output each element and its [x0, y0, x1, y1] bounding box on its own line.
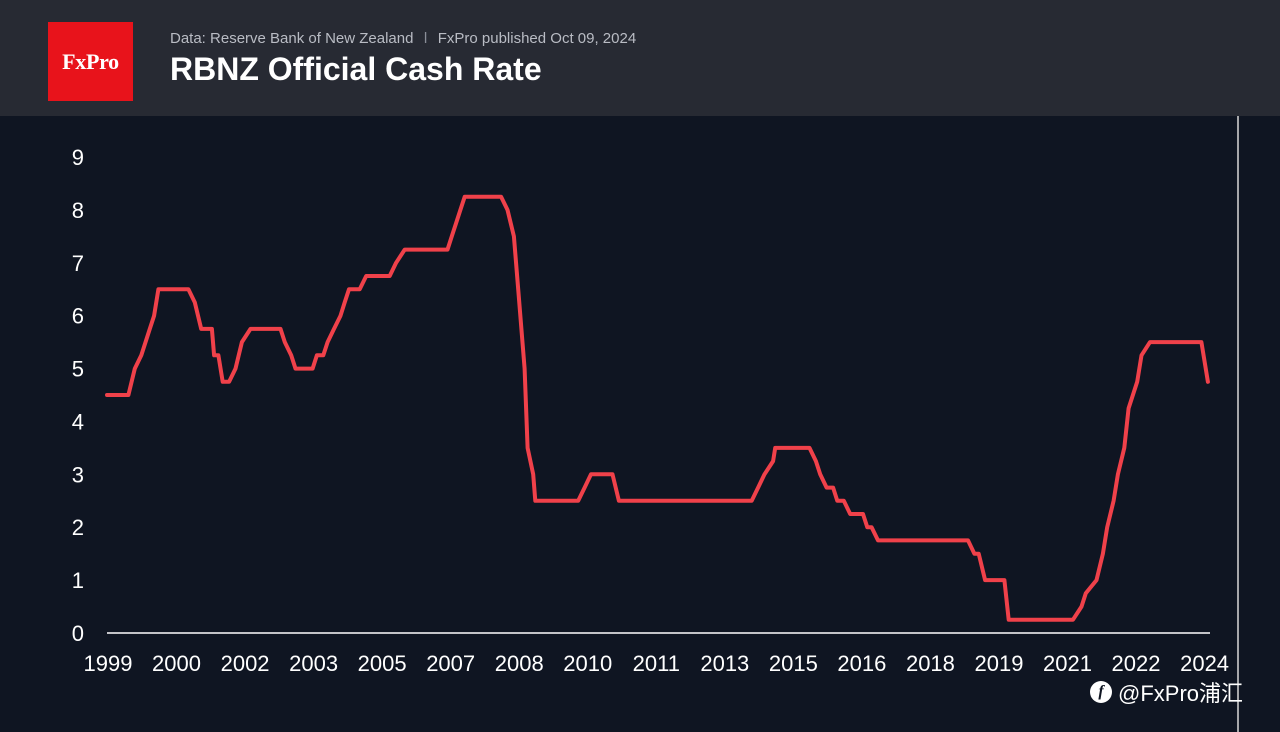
x-tick-label: 2010: [563, 651, 612, 676]
subtitle-separator: ǀ: [423, 30, 428, 47]
y-tick-label: 9: [72, 145, 84, 170]
x-tick-label: 2013: [700, 651, 749, 676]
x-tick-label: 2018: [906, 651, 955, 676]
watermark-text: @FxPro浦汇: [1118, 681, 1244, 706]
y-tick-label: 3: [72, 462, 84, 487]
y-tick-label: 4: [72, 409, 84, 434]
data-source: Data: Reserve Bank of New Zealand: [170, 30, 414, 47]
x-tick-label: 2008: [495, 651, 544, 676]
x-tick-label: 2021: [1043, 651, 1092, 676]
x-tick-label: 2002: [221, 651, 270, 676]
y-axis: 0 1 2 3 4 5 6 7 8 9: [72, 145, 84, 646]
y-tick-label: 6: [72, 304, 84, 329]
x-tick-label: 2024: [1180, 651, 1229, 676]
y-tick-label: 2: [72, 515, 84, 540]
chart-title: RBNZ Official Cash Rate: [170, 51, 542, 87]
y-tick-label: 7: [72, 251, 84, 276]
x-tick-label: 2015: [769, 651, 818, 676]
logo-text: FxPro: [62, 48, 119, 74]
chart-subtitle: Data: Reserve Bank of New Zealand ǀ FxPr…: [170, 30, 636, 47]
x-tick-label: 2007: [426, 651, 475, 676]
x-tick-label: 1999: [84, 651, 133, 676]
header-bar: FxPro Data: Reserve Bank of New Zealand …: [0, 0, 1280, 116]
x-tick-label: 2000: [152, 651, 201, 676]
brand-f-icon: f: [1090, 681, 1112, 703]
y-tick-label: 8: [72, 198, 84, 223]
x-tick-label: 2005: [358, 651, 407, 676]
y-tick-label: 0: [72, 621, 84, 646]
plot-area: [105, 116, 1239, 732]
y-tick-label: 5: [72, 357, 84, 382]
x-tick-label: 2019: [974, 651, 1023, 676]
x-axis: 1999 2000 2002 2003 2005 2007 2008 2010 2011 2013…: [84, 632, 1229, 676]
published-date: FxPro published Oct 09, 2024: [437, 30, 637, 47]
x-tick-label: 2016: [837, 651, 886, 676]
series-line: [105, 194, 1210, 622]
x-tick-label: 2011: [633, 651, 680, 676]
y-tick-label: 1: [72, 568, 84, 593]
fxpro-logo: FxPro: [48, 22, 133, 101]
watermark: f @FxPro浦汇: [1090, 676, 1243, 708]
x-tick-label: 2022: [1112, 651, 1161, 676]
x-tick-label: 2003: [289, 651, 338, 676]
line-chart: 0 1 2 3 4 5 6 7 8 9 1999 2000 2002 2003 2005 2007 2008 2…: [72, 116, 1239, 732]
